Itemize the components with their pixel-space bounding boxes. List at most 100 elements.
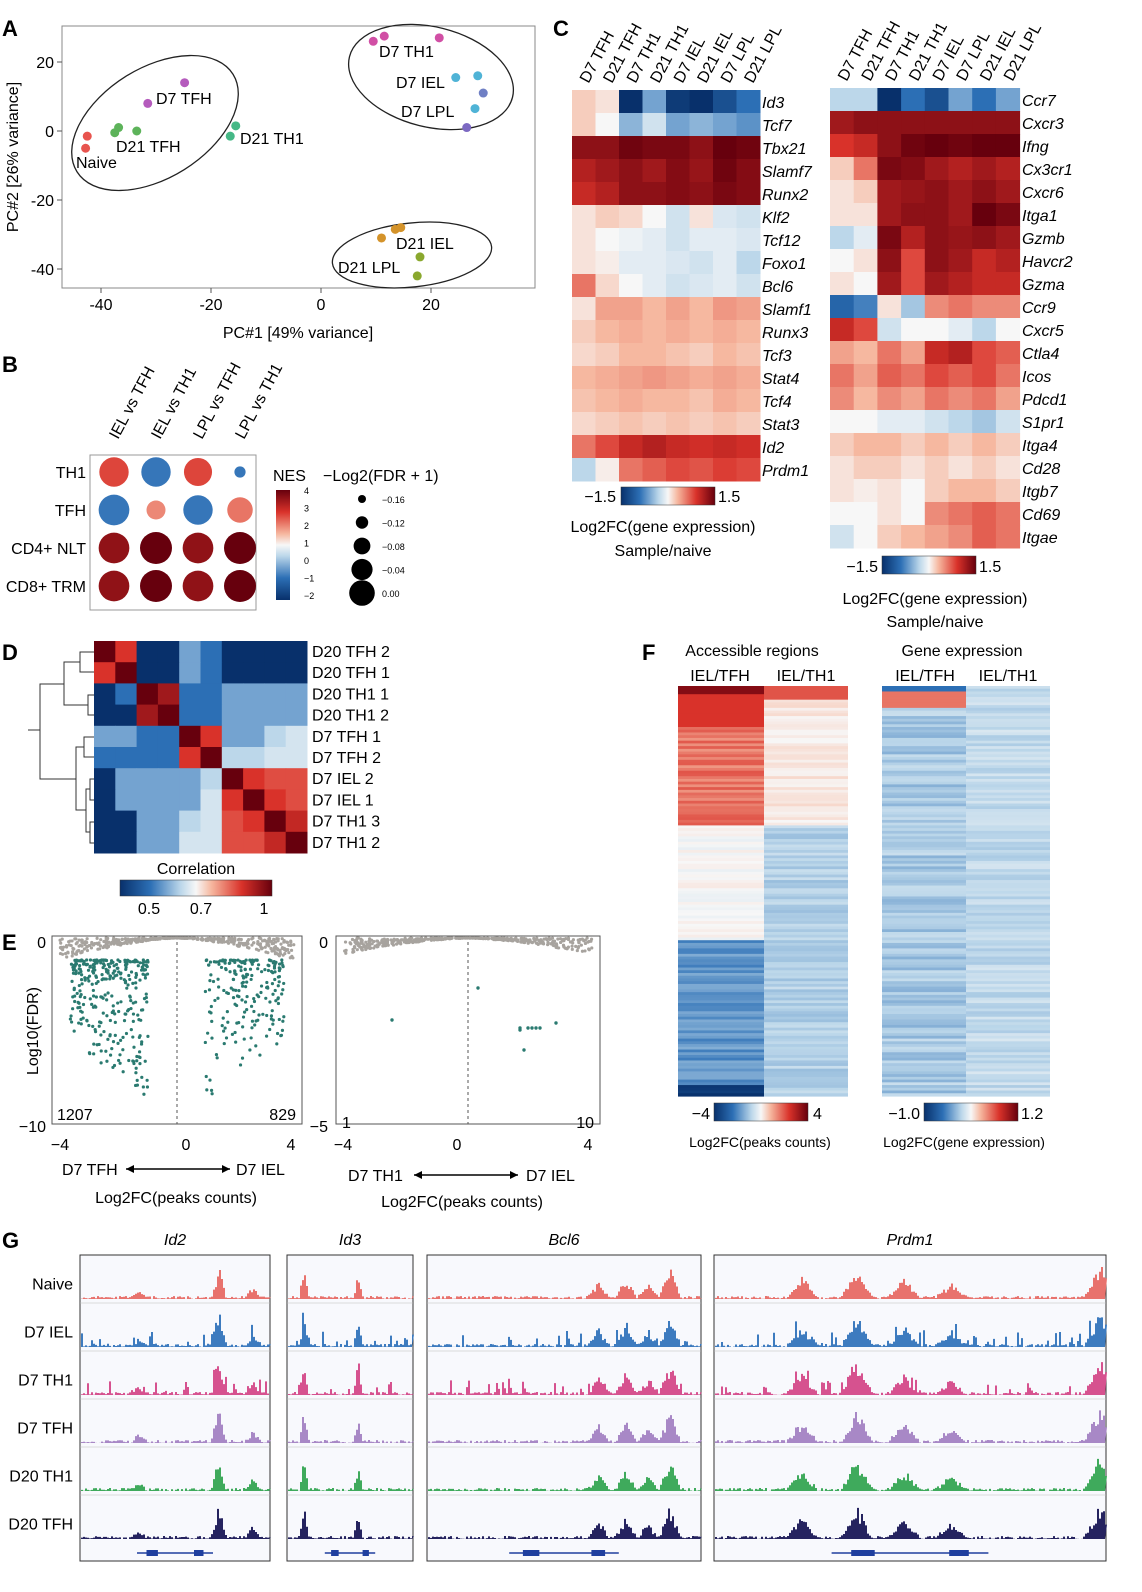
volcano-point-ns <box>542 937 546 941</box>
volcano-point-ns <box>144 937 149 941</box>
heatmap-cell <box>572 90 596 114</box>
volcano-point-sig <box>135 1059 139 1063</box>
f-expression-iel-tfh-row <box>882 778 966 783</box>
heatmap-cell <box>995 180 1021 204</box>
f-expression-iel-th1-row <box>966 1063 1050 1067</box>
f-expression-iel-tfh-row <box>882 809 966 813</box>
coverage-track <box>288 1363 414 1395</box>
volcano-point-sig <box>91 1005 95 1009</box>
heatmap-cell <box>972 203 997 227</box>
gsea-dot <box>224 570 256 602</box>
correlation-cell <box>264 704 287 727</box>
gene-label: Tbx21 <box>762 141 806 158</box>
correlation-row-label: D7 IEL 1 <box>312 792 374 809</box>
volcano-point-ns <box>225 940 229 944</box>
volcano-point-ns <box>90 940 94 945</box>
f-accessible-iel-th1-row <box>764 1087 848 1092</box>
correlation-cell <box>243 641 265 663</box>
heatmap-cell <box>901 111 926 135</box>
nes-tick: 3 <box>304 504 309 514</box>
fdr-tick: 0.00 <box>382 589 400 599</box>
f-accessible-iel-th1-row <box>764 986 848 990</box>
volcano-point-sig <box>143 1059 147 1063</box>
f-expression-iel-th1-row <box>966 776 1050 780</box>
f-accessible-iel-tfh-row <box>678 1011 764 1015</box>
volcano-point-sig <box>106 1037 110 1041</box>
heatmap-cell <box>619 136 643 160</box>
correlation-cell <box>243 789 265 812</box>
heatmap-cell <box>666 251 690 275</box>
f-accessible-iel-th1-row <box>764 1033 848 1037</box>
volcano-point-sig <box>228 970 232 974</box>
f-accessible-iel-th1-row <box>764 1063 848 1067</box>
f-expression-iel-tfh-row <box>882 1014 966 1018</box>
volcano-point-ns <box>360 938 364 943</box>
f-accessible-iel-th1-row <box>764 784 848 788</box>
heatmap-cell <box>572 389 596 413</box>
heatmap-cell <box>901 433 926 457</box>
f-accessible-iel-tfh-row <box>678 792 764 796</box>
f-accessible-iel-tfh-row <box>678 860 764 865</box>
volcano-point-sig <box>274 999 278 1003</box>
correlation-cell <box>115 747 138 769</box>
heatmap-cell <box>877 226 902 250</box>
f-accessible-iel-tfh-row <box>678 814 764 818</box>
dendro-branch <box>85 788 90 833</box>
heatmap-cell <box>642 435 667 459</box>
volcano-right-point-sig <box>526 1026 530 1030</box>
volcano-ylabel: Log10(FDR) <box>25 987 42 1075</box>
f-accessible-iel-tfh-row <box>678 803 764 807</box>
volcano-point-ns <box>59 941 63 945</box>
volcano-right-point-sig <box>476 986 480 990</box>
heatmap-cell <box>736 412 761 436</box>
f-expression-iel-th1-row <box>966 754 1050 758</box>
volcano-point-ns <box>406 940 410 945</box>
volcano-point-ns <box>289 940 293 944</box>
volcano-left-ymin: −10 <box>19 1119 46 1136</box>
volcano-point-ns <box>426 937 430 941</box>
pca-point <box>180 78 190 88</box>
volcano-point-sig <box>69 962 74 966</box>
f-expression-iel-tfh-row <box>882 959 966 963</box>
f-accessible-iel-tfh-row <box>678 997 764 1001</box>
volcano-point-sig <box>106 991 110 995</box>
volcano-point-ns <box>285 940 290 944</box>
volcano-point-ns <box>74 937 78 941</box>
gene-label: Cd28 <box>1022 461 1060 478</box>
volcano-point-sig <box>123 963 128 967</box>
volcano-point-sig <box>99 1049 103 1053</box>
heatmap-cell <box>901 180 926 204</box>
f-accessible-iel-tfh-row <box>678 1041 764 1045</box>
correlation-colorbar <box>119 879 273 897</box>
f-accessible-iel-th1-row <box>764 981 848 985</box>
f-expression-iel-tfh-row <box>882 953 966 958</box>
f-accessible-iel-th1-row <box>764 1016 848 1021</box>
f-expression-iel-tfh-row <box>882 923 966 928</box>
f-accessible-iel-th1-row <box>764 1030 848 1034</box>
f-expression-iel-th1-row <box>966 934 1050 939</box>
volcano-point-sig <box>92 1052 96 1056</box>
heatmap-cell <box>972 502 997 526</box>
f-expression-iel-tfh-row <box>882 1068 966 1072</box>
heatmap-cell <box>830 456 855 480</box>
volcano-point-sig <box>208 1078 212 1082</box>
volcano-right-ymax: 0 <box>319 935 328 952</box>
f-accessible-iel-th1-row <box>764 940 848 944</box>
volcano-point-ns <box>110 940 114 944</box>
heatmap-cell <box>995 410 1021 434</box>
volcano-point-ns <box>547 936 551 940</box>
volcano-point-ns <box>534 941 538 945</box>
heatmap-cell <box>830 364 855 388</box>
f-expression-iel-tfh-row <box>882 1030 966 1034</box>
volcano-point-ns <box>282 938 286 943</box>
volcano-point-ns <box>343 940 348 944</box>
f-expression-iel-tfh-row <box>882 1024 966 1029</box>
heatmap-cell <box>572 412 596 436</box>
f-accessible-iel-tfh-row <box>678 1060 764 1064</box>
volcano-point-ns <box>250 937 254 941</box>
correlation-cell <box>200 662 223 684</box>
f-expression-iel-th1-row <box>966 721 1050 725</box>
correlation-cell <box>264 768 287 790</box>
heatmap-cell <box>713 159 737 183</box>
f-accessible-iel-tfh-row <box>678 1033 764 1037</box>
